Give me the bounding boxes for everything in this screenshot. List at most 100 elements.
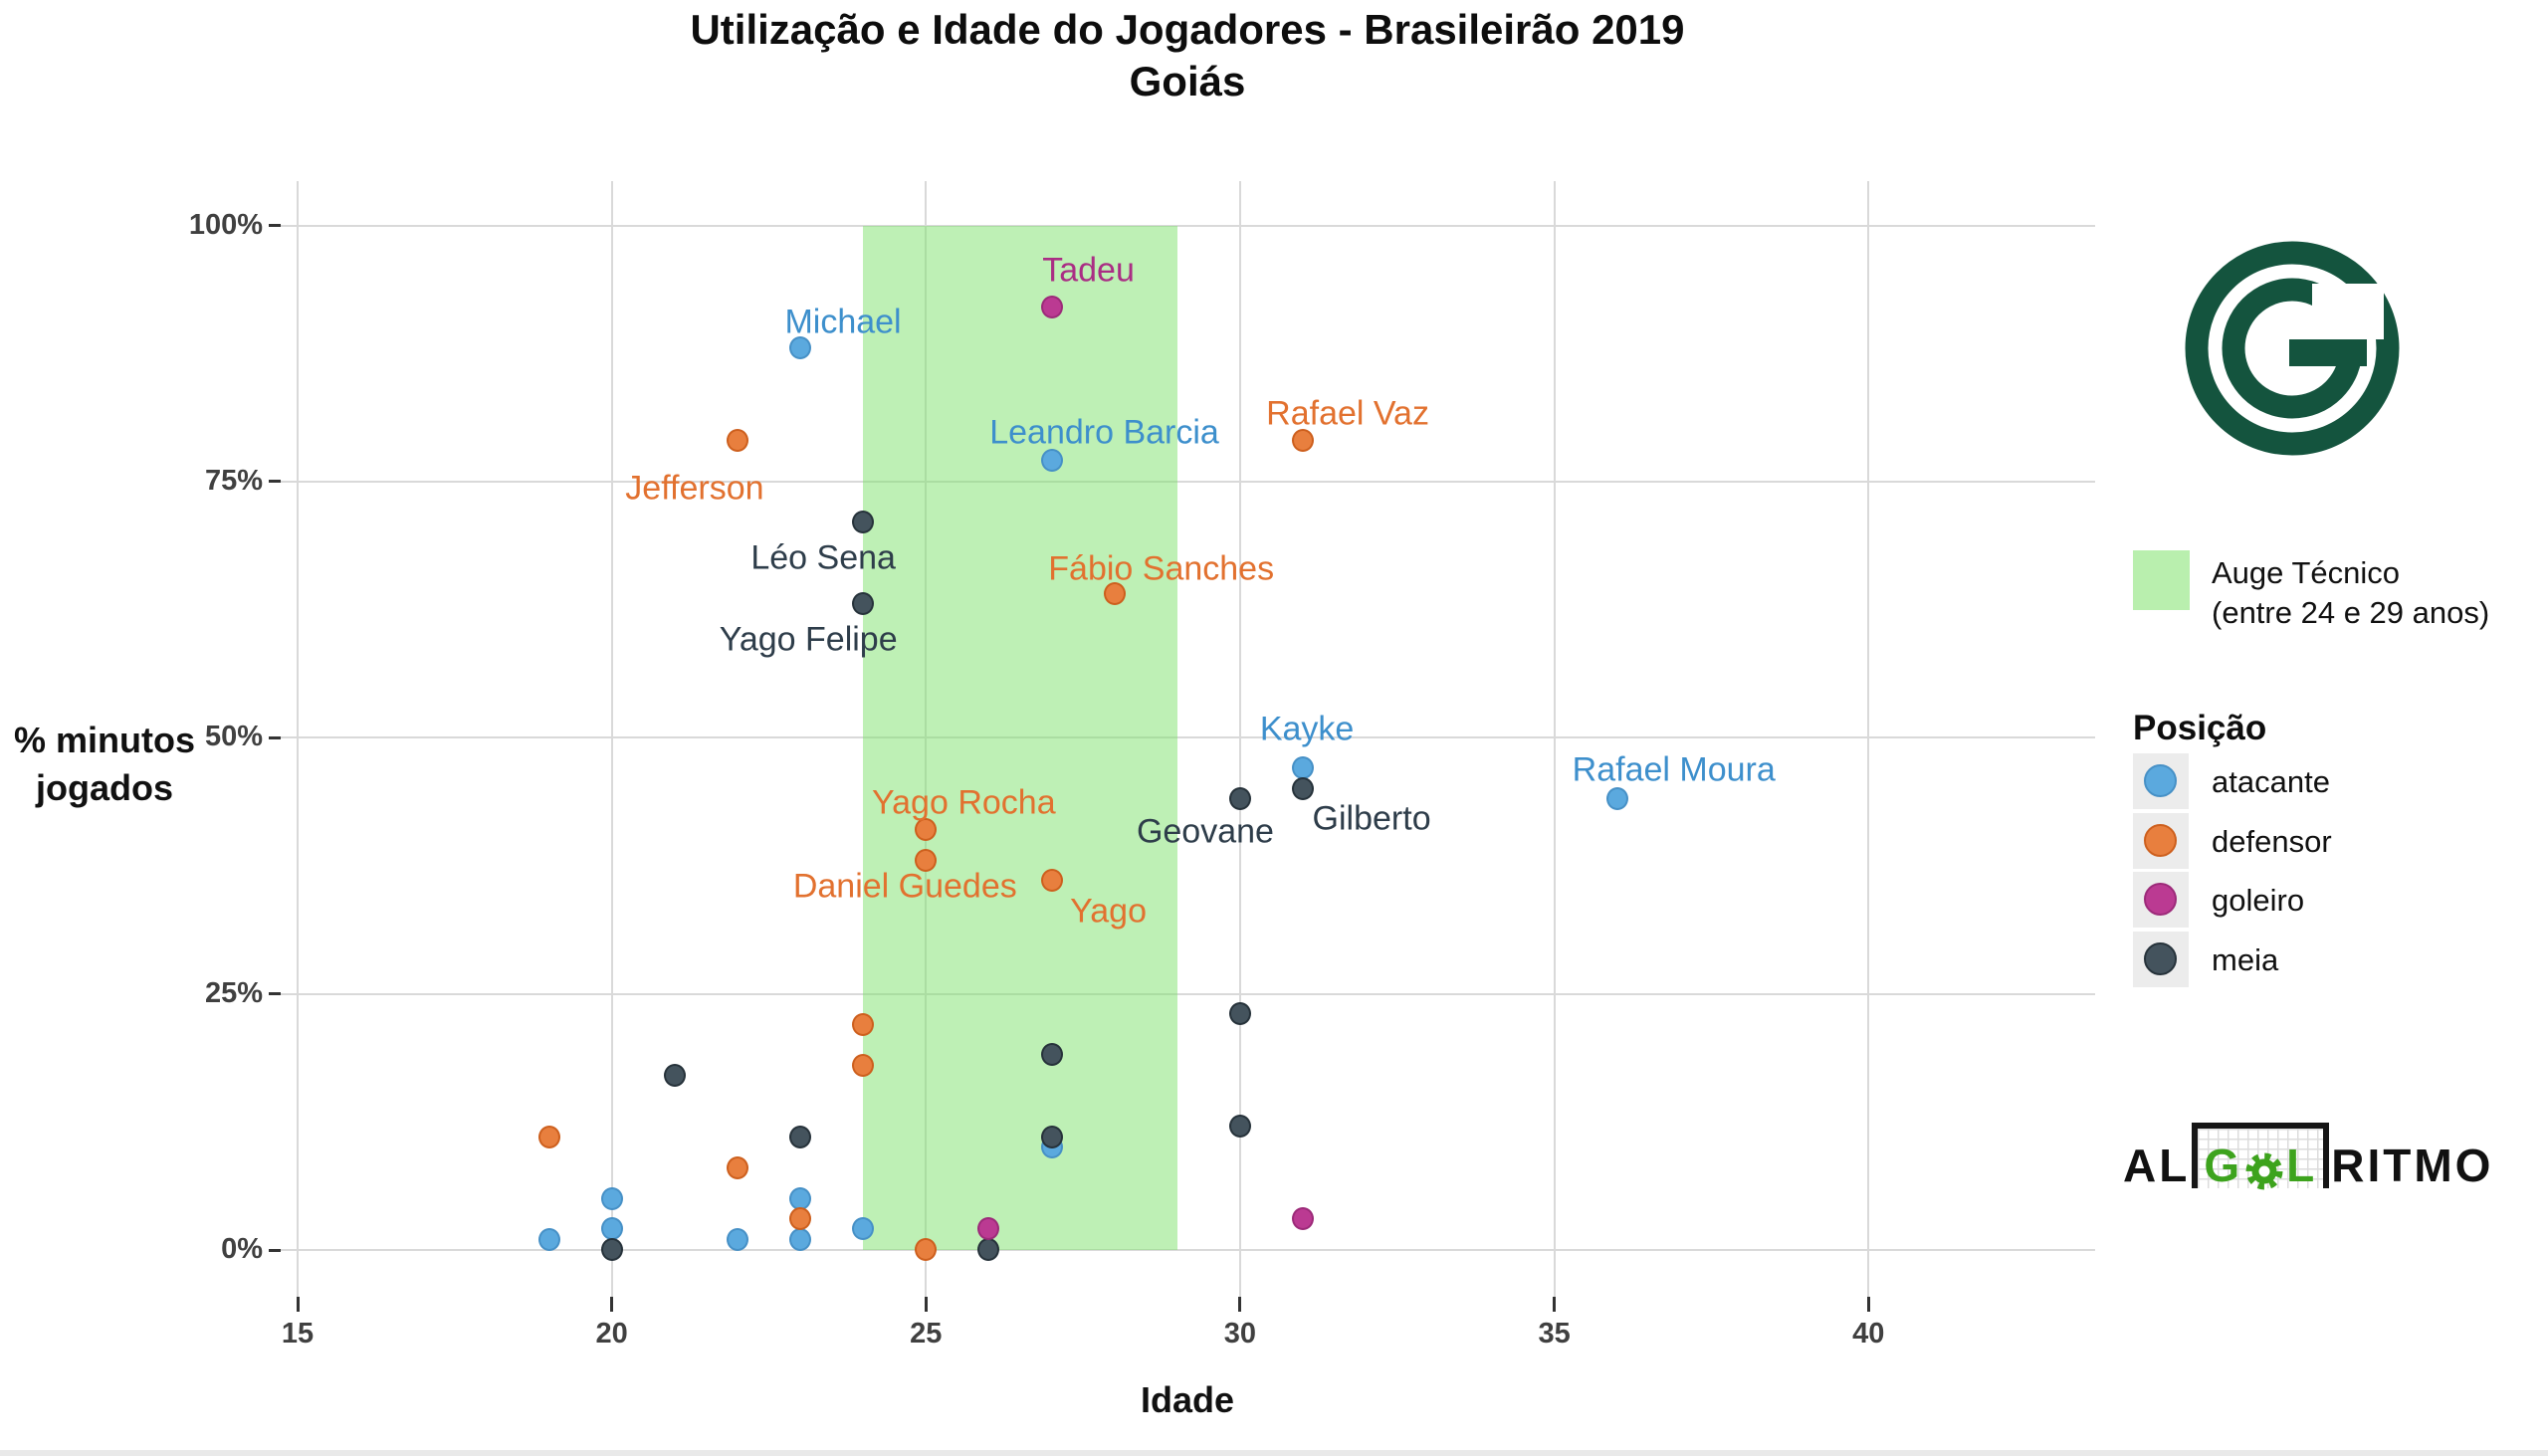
algol-logo-prefix: AL <box>2123 1140 2191 1191</box>
axis-tick-label-y-75: 75% <box>204 464 263 497</box>
data-point-jefferson <box>726 428 748 452</box>
data-point-atacante <box>789 1227 812 1251</box>
gridline-y-100 <box>281 224 2095 227</box>
legend-band-swatch <box>2133 550 2190 610</box>
axis-tick-label-x-35: 35 <box>1538 1318 1571 1350</box>
x-axis-title: Idade <box>1140 1379 1235 1420</box>
gridline-x-40 <box>1867 181 1870 1297</box>
data-point-gilberto <box>1292 776 1315 800</box>
technical-peak-band <box>863 226 1177 1250</box>
gridline-x-35 <box>1553 181 1556 1297</box>
data-point-atacante <box>600 1186 623 1210</box>
data-point-meia <box>1228 1002 1251 1026</box>
legend-label-goleiro: goleiro <box>2212 883 2305 918</box>
data-point-geovane <box>1228 787 1251 811</box>
axis-tick-label-y-0: 0% <box>221 1233 263 1265</box>
data-point-defensor <box>915 1238 938 1261</box>
gridline-y-0 <box>281 1249 2095 1251</box>
point-label-geovane: Geovane <box>1136 812 1274 851</box>
data-point-defensor <box>852 1053 875 1077</box>
gridline-y-75 <box>281 480 2095 483</box>
axis-tick-label-y-50: 50% <box>204 721 263 753</box>
axis-tick-label-x-25: 25 <box>910 1318 943 1350</box>
axis-tick-label-x-40: 40 <box>1852 1318 1885 1350</box>
axis-tick-x-35 <box>1553 1297 1557 1312</box>
data-point-atacante <box>852 1217 875 1241</box>
point-label-kayke: Kayke <box>1259 710 1355 748</box>
legend-key-atacante <box>2133 753 2189 809</box>
gridline-x-30 <box>1238 181 1241 1297</box>
data-point-meia <box>1228 1115 1251 1139</box>
legend-band-label-line1: Auge Técnico <box>2212 555 2400 590</box>
algol-logo-suffix: RITMO <box>2331 1140 2494 1191</box>
axis-tick-y-75 <box>269 480 281 484</box>
data-point-rafael-moura <box>1605 787 1628 811</box>
legend-label-atacante: atacante <box>2212 764 2330 799</box>
chart-title-line2: Goiás <box>1129 58 1246 104</box>
axis-tick-y-25 <box>269 992 281 996</box>
goal-net-icon: G L <box>2192 1123 2330 1191</box>
chart-title-line1: Utilização e Idade do Jogadores - Brasil… <box>690 6 1685 53</box>
legend-dot-meia <box>2144 941 2177 975</box>
axis-tick-label-x-15: 15 <box>281 1318 315 1350</box>
y-axis-title-line2: jogados <box>35 767 173 808</box>
gridline-x-20 <box>610 181 613 1297</box>
legend-key-goleiro <box>2133 872 2189 928</box>
legend-dot-atacante <box>2144 764 2177 797</box>
legend-label-meia: meia <box>2212 941 2279 977</box>
point-label-yago-felipe: Yago Felipe <box>719 620 898 659</box>
data-point-meia <box>789 1125 812 1148</box>
data-point-meia <box>977 1238 1000 1261</box>
legend-band-label-line2: (entre 24 e 29 anos) <box>2212 595 2490 630</box>
data-point-meia <box>663 1064 686 1087</box>
data-point-yago-rocha <box>915 817 938 841</box>
gridline-x-15 <box>297 181 299 1297</box>
algolritmo-logo: AL G L RITMO <box>2123 1123 2494 1191</box>
data-point-michael <box>789 336 812 360</box>
data-point-atacante <box>537 1227 560 1251</box>
point-label-rafael-vaz: Rafael Vaz <box>1266 394 1429 433</box>
legend-position-title: Posição <box>2133 709 2267 747</box>
chart-title: Utilização e Idade do Jogadores - Brasil… <box>391 4 1984 107</box>
gridline-y-25 <box>281 992 2095 995</box>
data-point-goleiro <box>1292 1207 1315 1231</box>
point-label-jefferson: Jefferson <box>625 469 764 508</box>
legend-key-defensor <box>2133 812 2189 869</box>
data-point-meia <box>1040 1125 1063 1148</box>
point-label-fábio-sanches: Fábio Sanches <box>1048 549 1275 588</box>
axis-tick-y-50 <box>269 735 281 739</box>
data-point-rafael-vaz <box>1292 428 1315 452</box>
axis-tick-x-30 <box>1238 1297 1242 1312</box>
gear-ball-icon <box>2245 1152 2283 1190</box>
axis-tick-label-y-25: 25% <box>204 976 263 1009</box>
data-point-leandro-barcia <box>1040 449 1063 473</box>
data-point-goleiro <box>977 1217 1000 1241</box>
axis-tick-x-20 <box>610 1297 614 1312</box>
point-label-leandro-barcia: Leandro Barcia <box>989 413 1219 452</box>
gridline-y-50 <box>281 736 2095 739</box>
y-axis-title-line1: % minutos <box>13 720 195 760</box>
data-point-daniel-guedes <box>915 848 938 872</box>
algol-logo-l: L <box>2286 1140 2318 1191</box>
axis-tick-x-40 <box>1866 1297 1870 1312</box>
data-point-meia <box>600 1238 623 1261</box>
data-point-atacante <box>600 1217 623 1241</box>
axis-tick-x-15 <box>296 1297 300 1312</box>
axis-tick-label-y-100: 100% <box>188 208 263 241</box>
axis-tick-y-100 <box>269 224 281 228</box>
data-point-defensor <box>537 1125 560 1148</box>
point-label-tadeu: Tadeu <box>1042 251 1135 290</box>
point-label-léo-sena: Léo Sena <box>750 538 896 577</box>
legend-dot-defensor <box>2144 823 2177 857</box>
data-point-kayke <box>1292 756 1315 780</box>
data-point-fábio-sanches <box>1103 582 1126 606</box>
point-label-rafael-moura: Rafael Moura <box>1572 750 1776 789</box>
point-label-gilberto: Gilberto <box>1312 799 1431 838</box>
legend-dot-goleiro <box>2144 883 2177 916</box>
axis-tick-y-0 <box>269 1248 281 1252</box>
bottom-edge-strip <box>0 1450 2548 1456</box>
data-point-meia <box>1040 1043 1063 1067</box>
point-label-yago-rocha: Yago Rocha <box>871 783 1056 822</box>
data-point-atacante <box>789 1186 812 1210</box>
point-label-daniel-guedes: Daniel Guedes <box>792 867 1017 906</box>
